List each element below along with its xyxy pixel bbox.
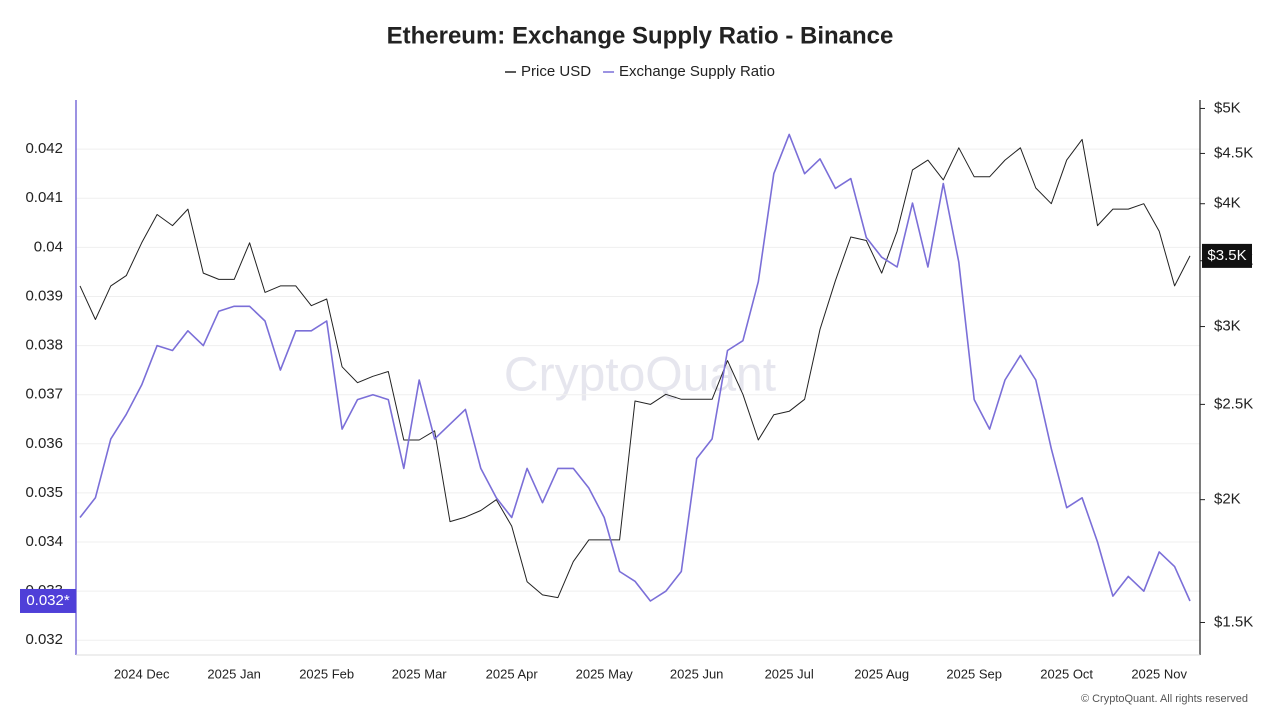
y-tick-label: 0.035 bbox=[25, 484, 63, 501]
x-tick-label: 2024 Dec bbox=[114, 666, 170, 681]
legend-label: Price USD bbox=[521, 63, 591, 80]
y2-tick-label: $3K bbox=[1214, 318, 1241, 335]
y2-tick-label: $5K bbox=[1214, 99, 1241, 116]
series-line bbox=[79, 138, 1191, 599]
y2-tick-label: $2K bbox=[1214, 491, 1241, 508]
y2-tick-label: $2.5K bbox=[1214, 395, 1253, 412]
series-line bbox=[79, 133, 1191, 602]
x-tick-label: 2025 Jan bbox=[207, 666, 261, 681]
x-tick-label: 2025 May bbox=[576, 666, 634, 681]
x-tick-label: 2025 Jun bbox=[670, 666, 724, 681]
y2-tick-label: $1.5K bbox=[1214, 613, 1253, 630]
x-tick-label: 2025 Feb bbox=[299, 666, 354, 681]
current-y2-label: $3.5K bbox=[1207, 247, 1246, 264]
x-tick-label: 2025 Nov bbox=[1131, 666, 1187, 681]
x-tick-label: 2025 Aug bbox=[854, 666, 909, 681]
y2-tick-label: $4K bbox=[1214, 195, 1241, 212]
y-tick-label: 0.037 bbox=[25, 386, 63, 403]
current-y2-label-box bbox=[1202, 243, 1252, 268]
y-tick-label: 0.042 bbox=[25, 140, 63, 157]
legend: Price USD Exchange Supply Ratio bbox=[505, 63, 775, 80]
current-y-label: 0.032* bbox=[26, 592, 70, 609]
current-y-label-box bbox=[20, 588, 76, 613]
y-tick-label: 0.032 bbox=[25, 631, 63, 648]
x-tick-label: 2025 Mar bbox=[392, 666, 448, 681]
y-tick-label: 0.034 bbox=[25, 533, 63, 550]
y2-tick-label: $4.5K bbox=[1214, 144, 1253, 161]
footer: © CryptoQuant. All rights reserved bbox=[1081, 693, 1248, 705]
y-tick-label: 0.036 bbox=[25, 435, 63, 452]
chart-title: Ethereum: Exchange Supply Ratio - Binanc… bbox=[387, 22, 894, 49]
legend-label: Exchange Supply Ratio bbox=[619, 63, 775, 80]
y-tick-label: 0.038 bbox=[25, 337, 63, 354]
watermark: CryptoQuant bbox=[504, 349, 776, 402]
y-tick-label: 0.039 bbox=[25, 287, 63, 304]
x-tick-label: 2025 Jul bbox=[765, 666, 814, 681]
x-tick-label: 2025 Sep bbox=[946, 666, 1002, 681]
x-tick-label: 2025 Oct bbox=[1040, 666, 1093, 681]
x-tick-label: 2025 Apr bbox=[486, 666, 539, 681]
y-tick-label: 0.041 bbox=[25, 189, 63, 206]
y-tick-label: 0.04 bbox=[34, 238, 63, 255]
